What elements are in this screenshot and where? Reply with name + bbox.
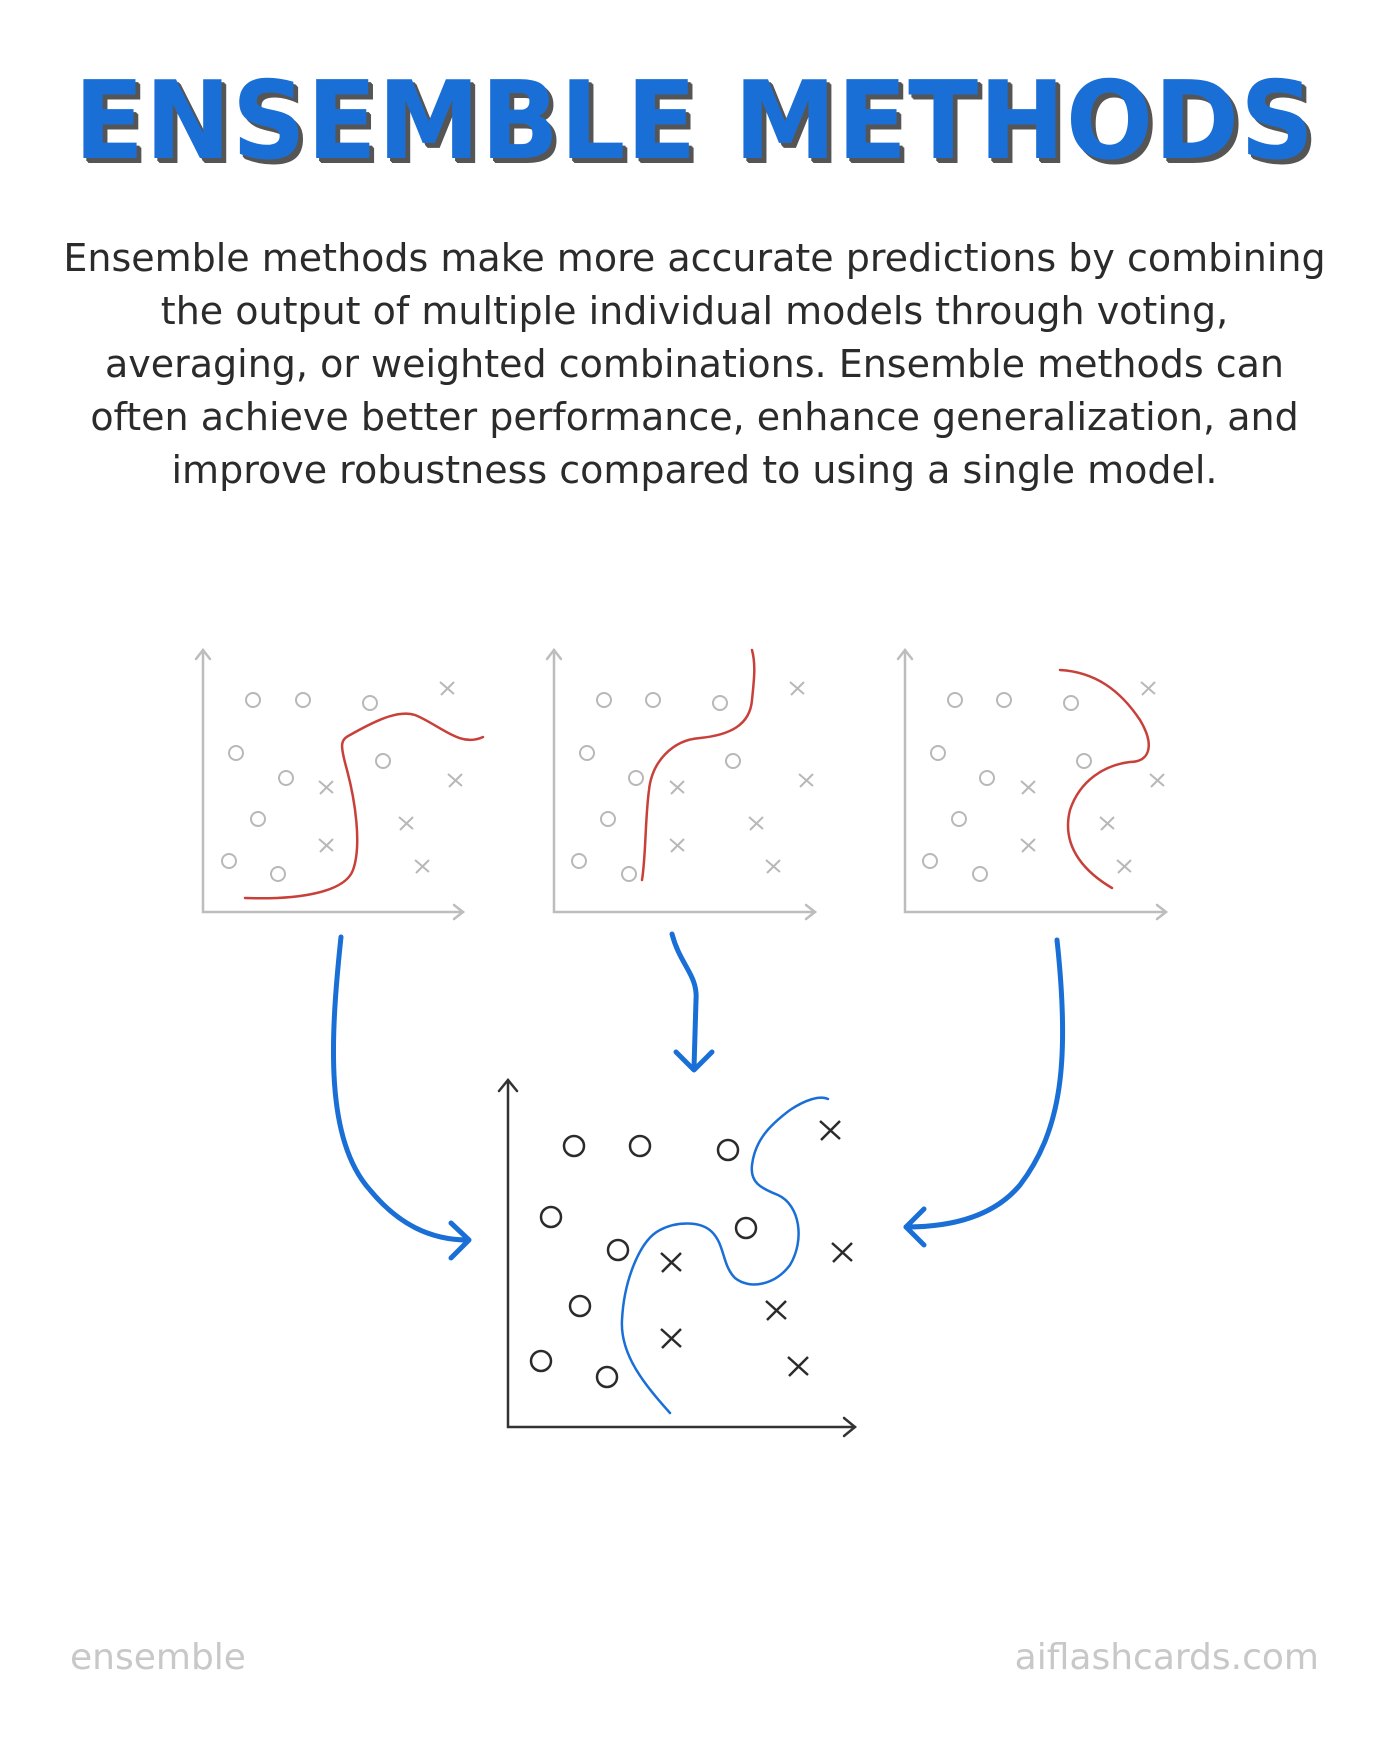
page-title: Ensemble Methods — [74, 59, 1315, 184]
decision-boundary — [640, 648, 756, 882]
description: Ensemble methods make more accurate pred… — [63, 236, 1326, 492]
data-points — [922, 681, 1165, 882]
axes — [896, 647, 1169, 921]
decision-boundary — [1058, 668, 1150, 890]
curved-arrow-icon — [331, 934, 472, 1261]
data-points — [221, 681, 463, 882]
model-panel-3 — [896, 647, 1169, 921]
axes — [497, 1078, 857, 1438]
model-panel-2 — [545, 647, 818, 921]
data-points — [529, 1119, 854, 1389]
footer-tag: ensemble — [70, 1637, 246, 1678]
axes — [194, 647, 466, 921]
curved-arrow-icon — [903, 937, 1066, 1248]
footer-site-link[interactable]: aiflashcards.com — [1014, 1637, 1319, 1678]
ensemble-decision-boundary — [620, 1096, 830, 1415]
curved-arrow-icon — [669, 931, 715, 1073]
data-points — [571, 681, 814, 882]
model-panel-1 — [194, 647, 485, 921]
ensemble-panel — [497, 1078, 857, 1438]
axes — [545, 647, 818, 921]
decision-boundary — [243, 712, 485, 900]
